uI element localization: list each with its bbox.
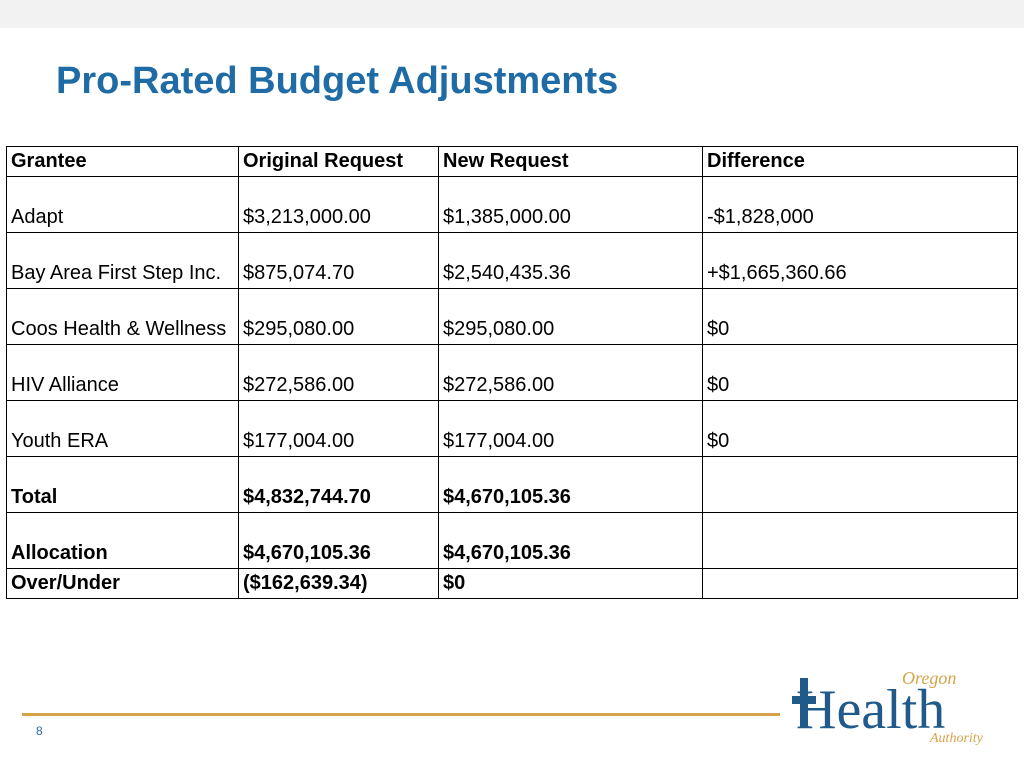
table-cell: $272,586.00 [239,345,439,401]
table-cell: $295,080.00 [239,289,439,345]
table-cell: $4,832,744.70 [239,457,439,513]
table-cell: Coos Health & Wellness [7,289,239,345]
table-header-row: Grantee Original Request New Request Dif… [7,147,1018,177]
page-number: 8 [36,724,43,738]
table-cell: $2,540,435.36 [439,233,703,289]
table-cell: $1,385,000.00 [439,177,703,233]
table-row: Adapt$3,213,000.00$1,385,000.00 -$1,828,… [7,177,1018,233]
table-cell: $177,004.00 [439,401,703,457]
table-cell: $295,080.00 [439,289,703,345]
table-cell: $272,586.00 [439,345,703,401]
logo-health-text: Health [796,679,945,741]
table-row: Youth ERA$177,004.00$177,004.00$0 [7,401,1018,457]
oha-logo: Oregon Health Authority [792,666,1002,746]
table-cell [703,457,1018,513]
slide: Pro-Rated Budget Adjustments Grantee Ori… [0,28,1024,768]
table-row: Over/Under($162,639.34)$0 [7,569,1018,599]
table-cell: $3,213,000.00 [239,177,439,233]
table-cell: -$1,828,000 [703,177,1018,233]
col-header: Original Request [239,147,439,177]
table-cell: $0 [703,289,1018,345]
table-cell: +$1,665,360.66 [703,233,1018,289]
table-cell: $4,670,105.36 [439,457,703,513]
table-cell [703,569,1018,599]
footer-rule [22,713,780,716]
slide-title: Pro-Rated Budget Adjustments [56,60,618,103]
table-row: Bay Area First Step Inc.$875,074.70$2,54… [7,233,1018,289]
budget-table: Grantee Original Request New Request Dif… [6,146,1018,599]
table-cell: $177,004.00 [239,401,439,457]
table-cell: Bay Area First Step Inc. [7,233,239,289]
table-cell: $0 [703,345,1018,401]
col-header: Grantee [7,147,239,177]
table-cell: Over/Under [7,569,239,599]
table-cell: $875,074.70 [239,233,439,289]
logo-authority-text: Authority [929,731,984,746]
table-cell: $4,670,105.36 [439,513,703,569]
table-cell: Total [7,457,239,513]
table-row: Total$4,832,744.70$4,670,105.36 [7,457,1018,513]
table-row: Coos Health & Wellness$295,080.00$295,08… [7,289,1018,345]
table-cell: $0 [703,401,1018,457]
table-row: Allocation$4,670,105.36$4,670,105.36 [7,513,1018,569]
table-cell: ($162,639.34) [239,569,439,599]
table-cell: Allocation [7,513,239,569]
table-cell: $4,670,105.36 [239,513,439,569]
col-header: Difference [703,147,1018,177]
table-cell: Youth ERA [7,401,239,457]
table-cell: $0 [439,569,703,599]
table-cell [703,513,1018,569]
table-row: HIV Alliance$272,586.00$272,586.00$0 [7,345,1018,401]
table-cell: Adapt [7,177,239,233]
table-cell: HIV Alliance [7,345,239,401]
col-header: New Request [439,147,703,177]
